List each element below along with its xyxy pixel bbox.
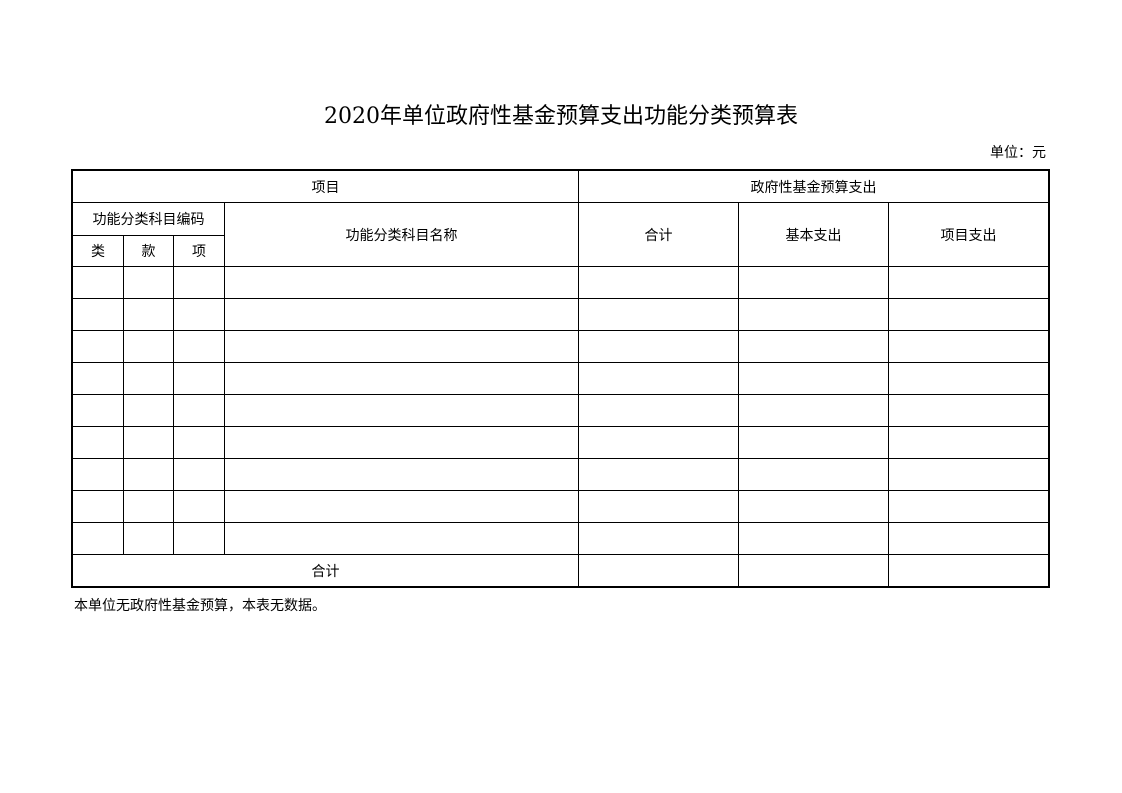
table-cell (72, 490, 124, 523)
table-cell (123, 394, 174, 427)
table-cell (888, 458, 1049, 491)
header-total: 合计 (578, 202, 739, 267)
table-cell (123, 330, 174, 363)
table-row (72, 490, 1049, 523)
table-row (72, 298, 1049, 331)
table-row (72, 458, 1049, 491)
footnote: 本单位无政府性基金预算，本表无数据。 (74, 598, 326, 614)
table-cell (224, 266, 579, 299)
table-cell (888, 490, 1049, 523)
table-cell (224, 458, 579, 491)
table-cell (123, 490, 174, 523)
table-cell (123, 362, 174, 395)
table-cell (738, 522, 889, 555)
table-cell (578, 426, 739, 459)
header-item: 项目 (72, 170, 579, 203)
table-cell (738, 298, 889, 331)
table-cell (72, 394, 124, 427)
table-cell (738, 266, 889, 299)
table-cell (578, 330, 739, 363)
table-cell (224, 394, 579, 427)
total-label: 合计 (72, 554, 579, 587)
table-cell (173, 362, 225, 395)
table-cell (888, 298, 1049, 331)
table-cell (888, 266, 1049, 299)
table-cell (578, 490, 739, 523)
table-cell (173, 298, 225, 331)
header-lei: 类 (72, 235, 124, 267)
table-cell (578, 298, 739, 331)
table-cell (224, 362, 579, 395)
table-cell (173, 394, 225, 427)
total-row: 合计 (72, 554, 1049, 587)
header-code: 功能分类科目编码 (72, 202, 225, 236)
table-cell (578, 522, 739, 555)
table-cell (888, 330, 1049, 363)
table-cell (224, 490, 579, 523)
table-cell (738, 362, 889, 395)
table-cell (72, 266, 124, 299)
table-cell (173, 426, 225, 459)
budget-table: 项目 政府性基金预算支出 功能分类科目编码 功能分类科目名称 合计 基本支出 项… (71, 169, 1050, 588)
table-row (72, 522, 1049, 555)
header-basic: 基本支出 (738, 202, 889, 267)
table-cell (738, 458, 889, 491)
table-row (72, 362, 1049, 395)
table-cell (72, 298, 124, 331)
table-cell (72, 330, 124, 363)
table-cell (888, 362, 1049, 395)
table-row (72, 394, 1049, 427)
unit-label: 单位：元 (990, 145, 1046, 161)
table-cell (224, 426, 579, 459)
table-cell (738, 490, 889, 523)
table-cell (173, 522, 225, 555)
table-row (72, 330, 1049, 363)
table-cell (123, 458, 174, 491)
table-cell (173, 490, 225, 523)
table-cell (578, 362, 739, 395)
table-cell (72, 522, 124, 555)
table-cell (578, 458, 739, 491)
table-cell (72, 458, 124, 491)
table-cell (578, 394, 739, 427)
table-cell (123, 266, 174, 299)
table-row (72, 426, 1049, 459)
table-cell (738, 394, 889, 427)
table-cell (888, 426, 1049, 459)
header-gov-fund-expenditure: 政府性基金预算支出 (578, 170, 1049, 203)
total-cell (578, 554, 739, 587)
table-cell (224, 298, 579, 331)
table-cell (578, 266, 739, 299)
table-cell (72, 362, 124, 395)
table-cell (738, 330, 889, 363)
table-cell (173, 266, 225, 299)
table-cell (224, 522, 579, 555)
total-project-cell (888, 554, 1049, 587)
header-xiang: 项 (173, 235, 225, 267)
table-cell (224, 330, 579, 363)
total-basic-cell (738, 554, 889, 587)
table-cell (72, 426, 124, 459)
header-project: 项目支出 (888, 202, 1049, 267)
page-title: 2020年单位政府性基金预算支出功能分类预算表 (324, 104, 798, 129)
table-cell (123, 522, 174, 555)
table-cell (888, 522, 1049, 555)
table-cell (123, 426, 174, 459)
table-row (72, 266, 1049, 299)
table-cell (738, 426, 889, 459)
table-cell (888, 394, 1049, 427)
table-cell (173, 330, 225, 363)
table-cell (123, 298, 174, 331)
header-name: 功能分类科目名称 (224, 202, 579, 267)
table-cell (173, 458, 225, 491)
header-kuan: 款 (123, 235, 174, 267)
